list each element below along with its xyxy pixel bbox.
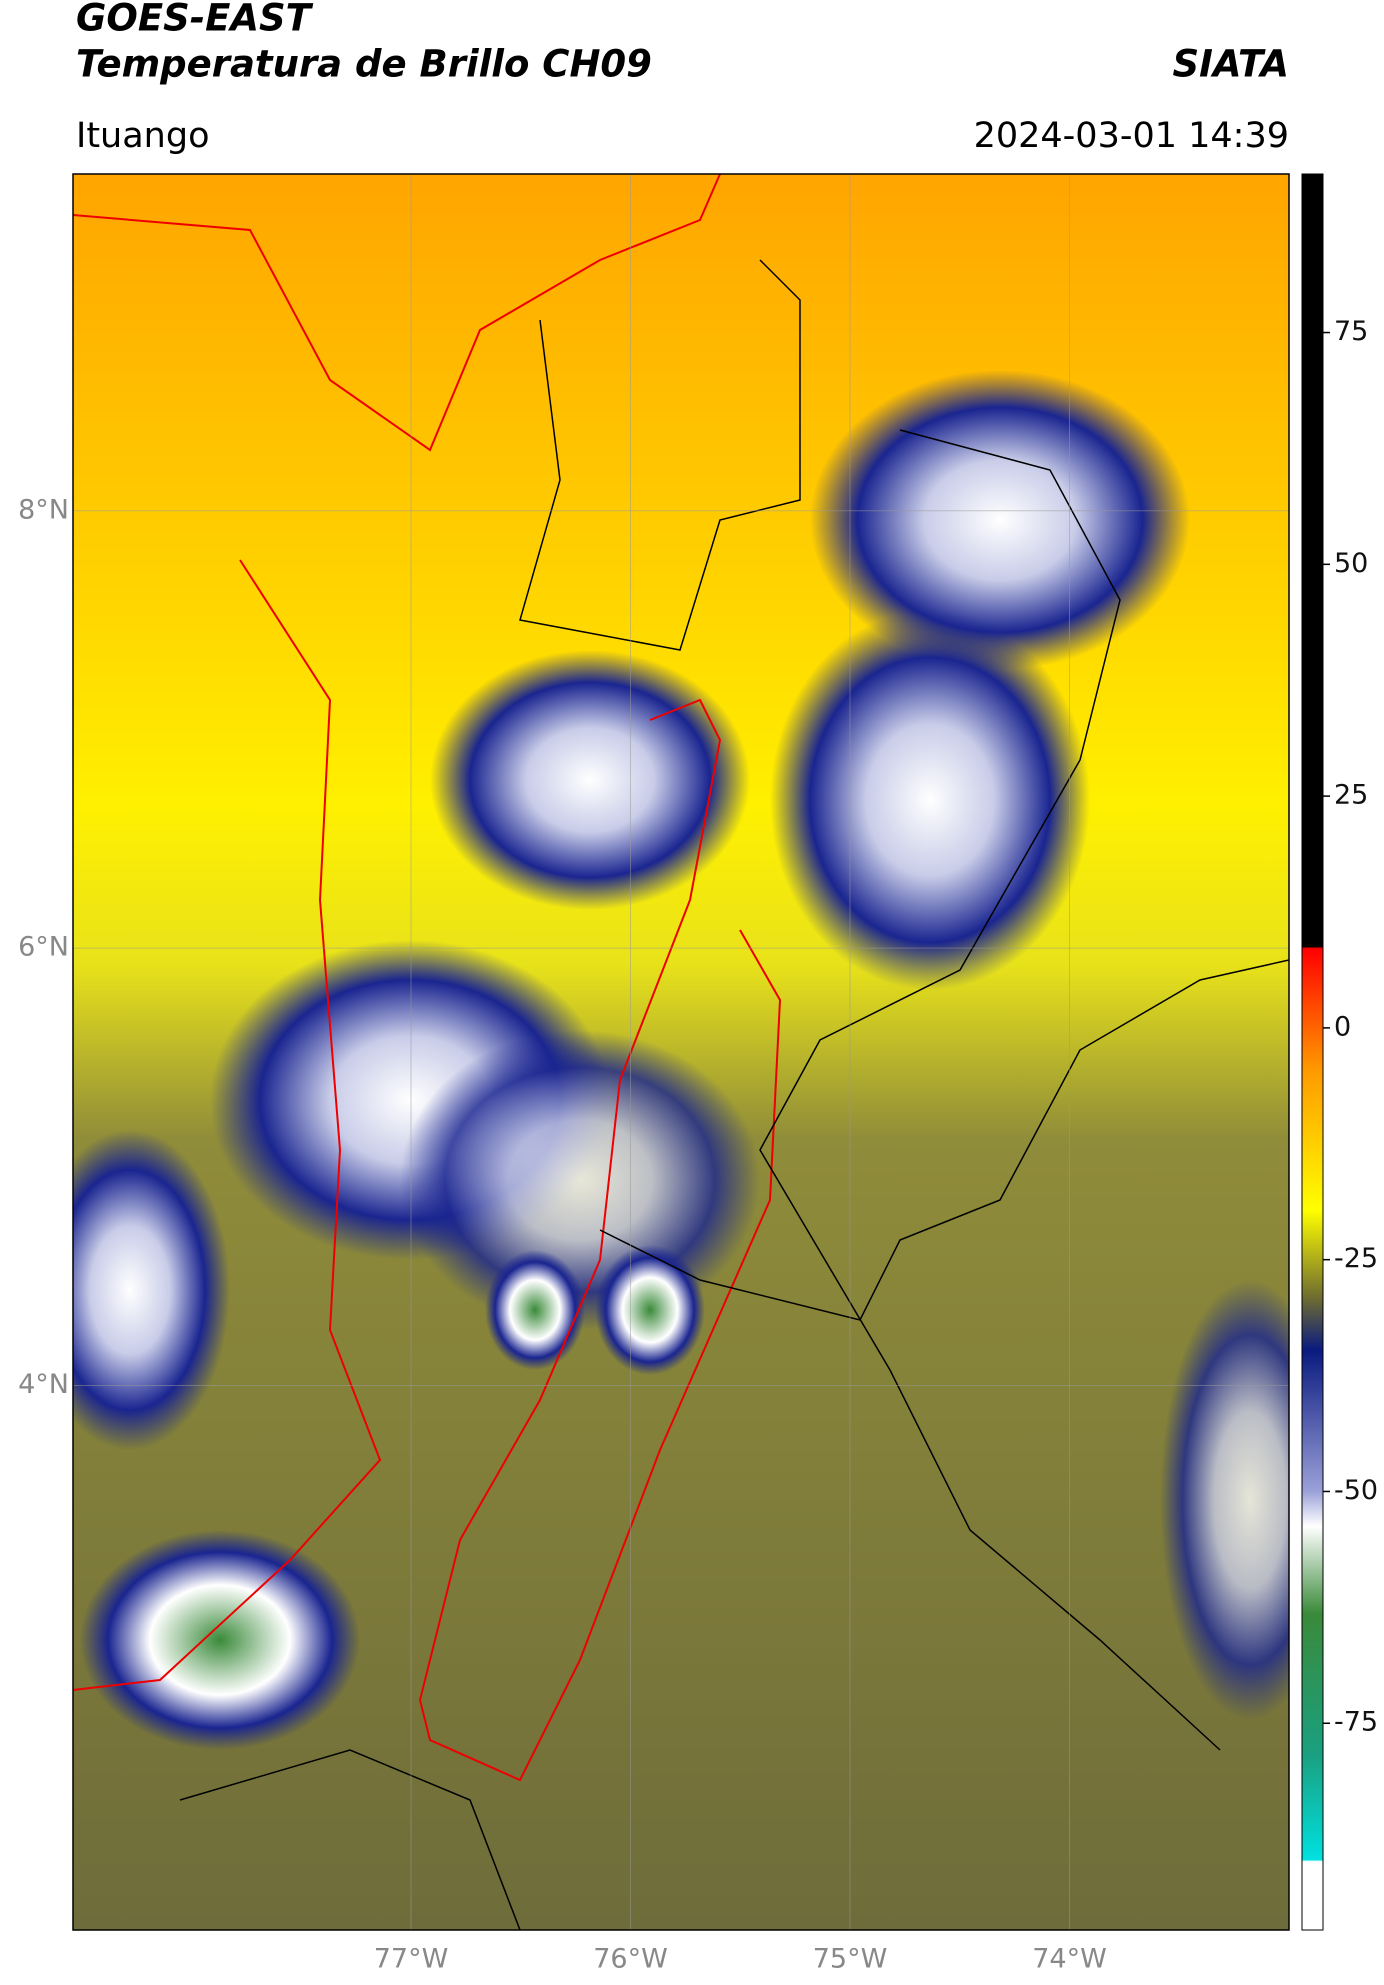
title: GOES-EAST <box>76 0 314 40</box>
y-tick-label: 4°N <box>18 1369 69 1400</box>
x-tick-label: 74°W <box>1032 1944 1107 1975</box>
colorbar-tick-label: -50 <box>1334 1475 1378 1506</box>
grid <box>73 174 1289 1930</box>
colorbar <box>1301 173 1324 1931</box>
colorbar-tick-label: -25 <box>1334 1243 1378 1274</box>
x-tick-label: 77°W <box>374 1944 449 1975</box>
colorbar-tick-label: 75 <box>1334 316 1368 347</box>
x-tick-label: 76°W <box>593 1944 668 1975</box>
map-image <box>73 174 1289 1930</box>
datetime: 2024-03-01 14:39 <box>974 116 1289 156</box>
source: SIATA <box>1172 43 1289 86</box>
colorbar-tick-label: 0 <box>1334 1011 1351 1042</box>
colorbar-tick-label: 25 <box>1334 780 1368 811</box>
map-frame <box>72 173 1290 1931</box>
y-tick-label: 6°N <box>18 932 69 963</box>
location: Ituango <box>76 116 210 156</box>
colorbar-tick-label: 50 <box>1334 548 1368 579</box>
subtitle: Temperatura de Brillo CH09 <box>76 43 652 86</box>
y-tick-label: 8°N <box>18 494 69 525</box>
x-tick-label: 75°W <box>813 1944 888 1975</box>
colorbar-tick-label: -75 <box>1334 1707 1378 1738</box>
